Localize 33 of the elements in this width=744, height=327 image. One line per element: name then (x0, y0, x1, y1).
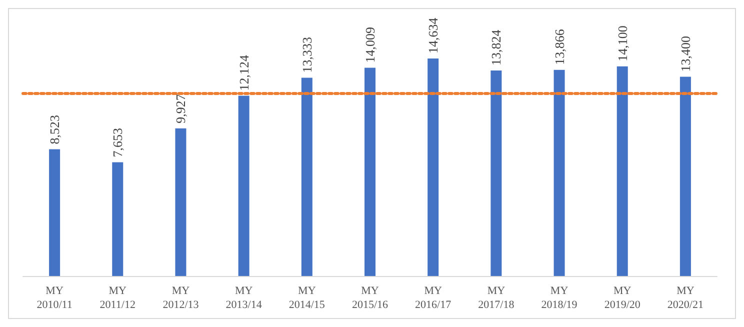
x-tick-label: MY 2013/14 (226, 285, 262, 311)
bar (364, 68, 376, 276)
bar (428, 58, 439, 276)
x-tick-label: MY 2017/18 (478, 285, 515, 311)
bar (616, 66, 628, 276)
x-tick-label: MY 2011/12 (100, 285, 136, 311)
x-tick-label: MY 2015/16 (352, 285, 389, 311)
x-tick-label: MY 2020/21 (667, 285, 704, 311)
data-label: 12,124 (236, 54, 252, 91)
bar (49, 149, 60, 276)
data-label: 13,866 (552, 28, 567, 65)
bar (301, 78, 312, 276)
bar (490, 70, 502, 276)
x-tick-label: MY 2019/20 (604, 285, 641, 311)
bar (680, 76, 691, 276)
x-tick-label: MY 2010/11 (36, 285, 72, 311)
data-label: 8,523 (47, 115, 62, 144)
data-label: 13,824 (488, 29, 504, 66)
x-tick-label: MY 2018/19 (541, 285, 578, 311)
bar (238, 96, 250, 276)
x-tick-label: MY 2012/13 (162, 285, 200, 311)
data-label: 13,400 (678, 36, 693, 72)
data-label: 13,333 (299, 37, 314, 73)
data-label: 7,653 (110, 128, 126, 158)
data-label: 14,009 (362, 26, 378, 63)
data-label: 14,100 (614, 26, 630, 62)
bar (112, 162, 124, 276)
data-label: 14,634 (426, 17, 441, 54)
data-label: 9,927 (173, 94, 188, 124)
x-tick-label: MY 2016/17 (415, 285, 452, 311)
x-tick-label: MY 2014/15 (288, 285, 326, 311)
bar (175, 128, 186, 276)
bar (554, 70, 565, 276)
